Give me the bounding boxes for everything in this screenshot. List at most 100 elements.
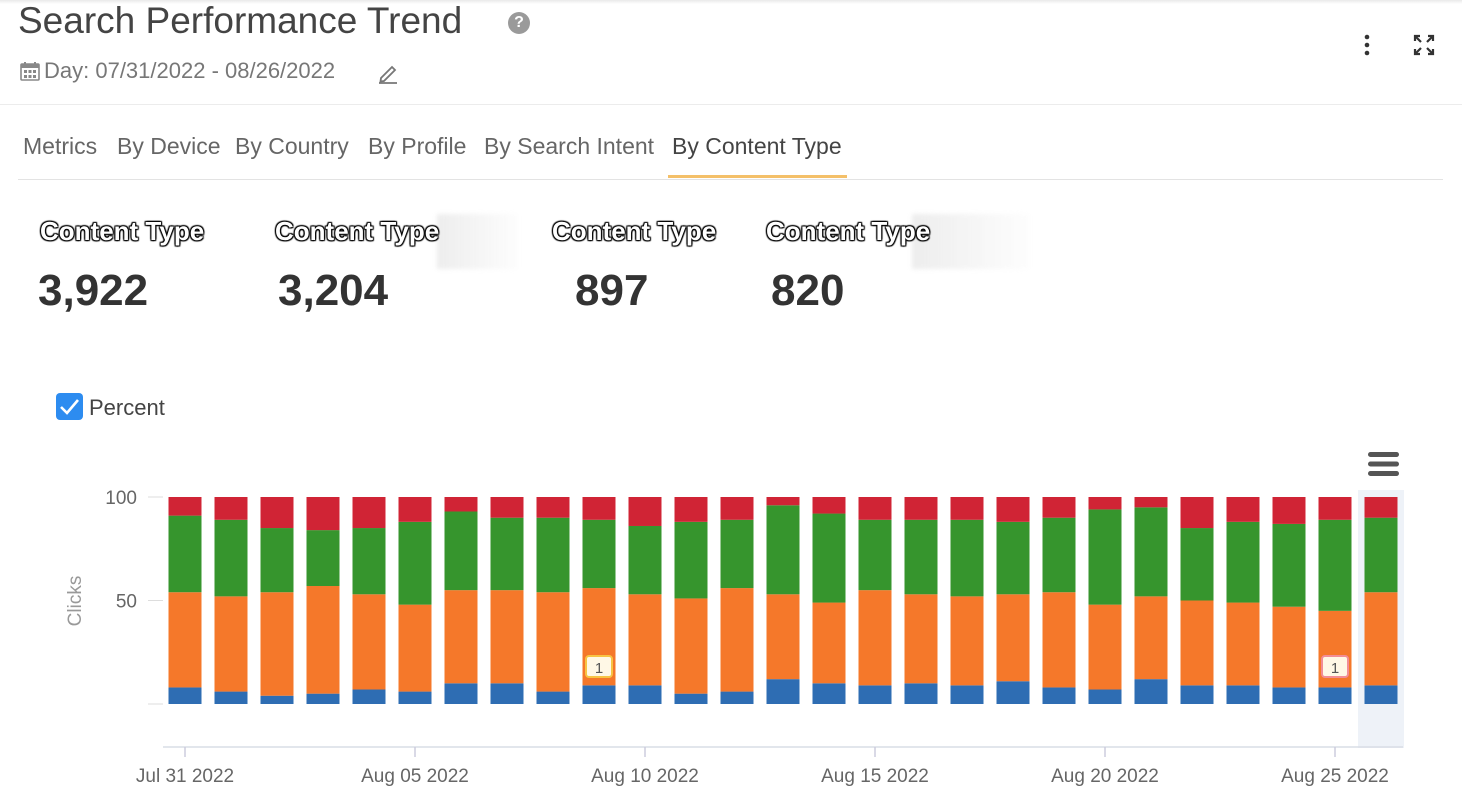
bar-segment bbox=[766, 594, 800, 680]
bar-segment bbox=[1180, 685, 1214, 704]
bar-segment bbox=[1088, 509, 1122, 605]
bar-segment bbox=[996, 497, 1030, 522]
bar-segment bbox=[260, 497, 294, 529]
bar-segment bbox=[352, 497, 386, 529]
bar-segment bbox=[444, 511, 478, 591]
vertical-dots-icon[interactable] bbox=[1357, 32, 1377, 60]
kpi-label-blur bbox=[437, 214, 519, 269]
tab-metrics[interactable]: Metrics bbox=[23, 133, 98, 159]
bar-segment bbox=[812, 602, 846, 684]
bar-segment bbox=[720, 588, 754, 692]
calendar-icon bbox=[20, 62, 40, 81]
bar-segment bbox=[490, 517, 524, 591]
bar-segment bbox=[214, 497, 248, 520]
bar-segment bbox=[536, 497, 570, 518]
bar-segment bbox=[1042, 687, 1076, 704]
kpi-label: Content Type bbox=[275, 216, 440, 246]
bar-segment bbox=[1134, 507, 1168, 597]
bar-segment bbox=[720, 497, 754, 520]
bar-segment bbox=[1272, 687, 1306, 704]
bar-segment bbox=[582, 519, 616, 589]
bar-segment bbox=[1226, 602, 1260, 686]
percent-label[interactable]: Percent bbox=[89, 395, 165, 420]
bar-segment bbox=[812, 683, 846, 704]
x-tick-label: Aug 25 2022 bbox=[1281, 766, 1389, 787]
date-range[interactable]: Day: 07/31/2022 - 08/26/2022 bbox=[20, 58, 335, 84]
bar-segment bbox=[260, 592, 294, 696]
chart-menu-icon[interactable] bbox=[1367, 450, 1400, 478]
bar-segment bbox=[1088, 604, 1122, 690]
kpi-value: 820 bbox=[771, 266, 845, 315]
bar-segment bbox=[1364, 592, 1398, 686]
pencil-icon[interactable] bbox=[377, 62, 399, 84]
x-tick-label: Aug 05 2022 bbox=[361, 766, 469, 787]
bar-segment bbox=[582, 685, 616, 704]
bar-segment bbox=[1226, 521, 1260, 603]
tab-by-country[interactable]: By Country bbox=[235, 133, 349, 159]
annotation-label: 1 bbox=[595, 660, 603, 677]
bar-segment bbox=[352, 689, 386, 704]
bar-segment bbox=[950, 596, 984, 686]
tab-by-profile[interactable]: By Profile bbox=[368, 133, 467, 159]
header-shadow bbox=[0, 0, 1462, 4]
bar-segment bbox=[1042, 592, 1076, 688]
bar-segment bbox=[168, 497, 202, 516]
bar-segment bbox=[996, 681, 1030, 704]
bar-segment bbox=[1272, 606, 1306, 688]
bar-segment bbox=[1318, 687, 1352, 704]
bar-segment bbox=[1042, 497, 1076, 518]
bar-segment bbox=[1134, 596, 1168, 680]
bar-segment bbox=[766, 497, 800, 506]
percent-checkbox[interactable] bbox=[56, 393, 83, 420]
tab-by-device[interactable]: By Device bbox=[117, 133, 221, 159]
expand-arrows-icon[interactable] bbox=[1412, 33, 1436, 57]
bar-segment bbox=[720, 691, 754, 704]
bar-segment bbox=[858, 497, 892, 520]
bar-segment bbox=[996, 594, 1030, 682]
bar-segment bbox=[536, 517, 570, 593]
bar-segment bbox=[214, 691, 248, 704]
bar-segment bbox=[1088, 689, 1122, 704]
header-divider bbox=[0, 104, 1462, 105]
kpi-label-blur bbox=[912, 214, 1030, 269]
tab-by-search-intent[interactable]: By Search Intent bbox=[484, 133, 655, 159]
bar-segment bbox=[1318, 519, 1352, 611]
bar-segment bbox=[1364, 497, 1398, 518]
bar-segment bbox=[766, 505, 800, 595]
bar-segment bbox=[306, 497, 340, 531]
bar-segment bbox=[444, 497, 478, 512]
x-tick-label: Aug 20 2022 bbox=[1051, 766, 1159, 787]
bar-segment bbox=[628, 685, 662, 704]
bar-segment bbox=[168, 515, 202, 593]
bar-segment bbox=[950, 519, 984, 597]
bar-segment bbox=[1180, 497, 1214, 529]
bar-segment bbox=[490, 497, 524, 518]
bar-segment bbox=[858, 590, 892, 686]
bar-segment bbox=[1272, 497, 1306, 524]
bar-segment bbox=[812, 513, 846, 603]
bar-segment bbox=[1042, 517, 1076, 593]
kpi-label: Content Type bbox=[552, 216, 717, 246]
bar-segment bbox=[858, 519, 892, 591]
date-range-text: Day: 07/31/2022 - 08/26/2022 bbox=[44, 58, 336, 83]
bar-segment bbox=[1088, 497, 1122, 510]
tab-by-content-type[interactable]: By Content Type bbox=[672, 133, 842, 159]
annotation-flag bbox=[1321, 655, 1349, 678]
bar-segment bbox=[490, 590, 524, 684]
bar-segment bbox=[214, 596, 248, 692]
check-icon bbox=[60, 399, 79, 415]
kpi-label: Content Type bbox=[40, 216, 205, 246]
question-circle-icon[interactable]: ? bbox=[508, 12, 530, 34]
bar-segment bbox=[674, 598, 708, 694]
bar-segment bbox=[398, 604, 432, 692]
bar-segment bbox=[306, 586, 340, 694]
bar-segment bbox=[536, 592, 570, 692]
bar-segment bbox=[260, 528, 294, 593]
y-tick-label: 50 bbox=[116, 592, 137, 613]
bar-segment bbox=[352, 594, 386, 690]
bar-segment bbox=[858, 685, 892, 704]
bar-segment bbox=[168, 592, 202, 688]
bar-segment bbox=[306, 530, 340, 587]
annotation-flag bbox=[585, 655, 613, 678]
